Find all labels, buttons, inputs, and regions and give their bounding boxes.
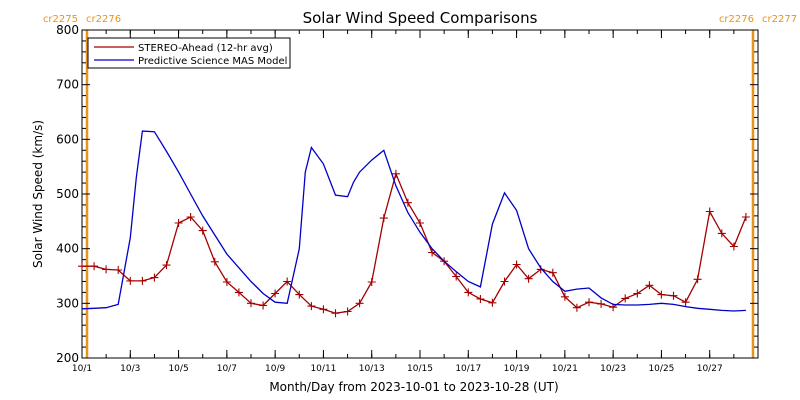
x-tick-label: 10/17 [455,364,481,374]
series-layer [78,130,750,318]
x-tick-label: 10/5 [168,364,188,374]
data-point-stereo [657,290,666,299]
data-point-stereo [222,278,231,286]
data-point-stereo [741,213,750,221]
data-point-stereo [452,272,461,281]
y-tick-label: 200 [56,351,79,365]
data-point-stereo [681,298,690,307]
plot-frame [81,29,759,359]
data-point-stereo [367,278,376,286]
data-point-stereo [524,274,533,283]
data-point-stereo [331,309,340,318]
y-axis: 200 300 400 500 600 700 800 [56,23,758,365]
carrington-rotation-markers [85,30,755,358]
carrington-label: cr2277 [762,14,797,25]
data-point-stereo [114,266,123,274]
data-point-stereo [102,265,111,274]
data-point-stereo [198,226,207,235]
data-point-stereo [174,219,183,227]
data-point-stereo [210,257,219,266]
data-point-stereo [319,305,328,314]
data-point-stereo [476,295,485,303]
x-axis-label: Month/Day from 2023-10-01 to 2023-10-28 … [269,380,558,394]
carrington-rotation-labels: cr2275 cr2276 cr2276 cr2277 [43,14,797,25]
y-tick-label: 600 [56,132,79,146]
data-point-stereo [403,198,412,207]
data-point-stereo [428,248,437,257]
y-tick-label: 300 [56,296,79,310]
data-point-stereo [126,276,135,285]
data-point-stereo [585,298,593,307]
data-point-stereo [259,301,268,310]
data-point-stereo [343,307,352,316]
data-point-stereo [307,302,316,311]
x-tick-label: 10/27 [697,364,723,374]
carrington-label: cr2275 [43,14,78,25]
data-point-stereo [162,261,171,270]
data-point-stereo [669,291,678,300]
y-axis-label: Solar Wind Speed (km/s) [31,120,45,268]
x-tick-label: 10/11 [310,364,336,374]
x-tick-label: 10/25 [648,364,674,374]
data-point-stereo [693,275,702,284]
y-tick-label: 700 [56,78,79,92]
x-tick-label: 10/3 [120,364,140,374]
carrington-label: cr2276 [719,14,754,25]
data-point-stereo [548,268,557,277]
data-point-stereo [729,242,738,251]
data-point-stereo [705,207,714,216]
data-point-stereo [717,229,726,238]
data-point-stereo [488,298,497,307]
data-point-stereo [186,213,195,221]
data-point-stereo [512,260,521,269]
data-point-stereo [500,277,509,286]
data-point-stereo [416,219,424,227]
x-tick-label: 10/13 [359,364,385,374]
x-tick-label: 10/15 [407,364,433,374]
data-point-stereo [464,288,473,297]
data-point-stereo [645,281,654,290]
data-point-stereo [78,262,86,271]
data-point-stereo [633,289,642,298]
x-axis: 10/1 10/3 10/5 10/7 10/9 10/11 10/13 10/15 10/17… [72,30,735,374]
data-point-stereo [271,289,280,298]
data-point-stereo [295,290,304,299]
x-tick-label: 10/7 [217,364,237,374]
legend-label-mas-model: Predictive Science MAS Model [138,56,287,67]
y-tick-label: 800 [56,23,79,37]
data-point-stereo [391,169,400,178]
series-line-mas-model [81,130,746,312]
legend-box [87,37,291,69]
chart-title: Solar Wind Speed Comparisons [303,9,538,27]
data-point-stereo [355,299,364,308]
data-point-stereo [247,299,255,308]
x-tick-label: 10/9 [265,364,285,374]
data-point-stereo [90,262,99,271]
x-tick-label: 10/21 [552,364,578,374]
legend: STEREO-Ahead (12-hr avg) Predictive Scie… [87,37,291,69]
legend-label-stereo: STEREO-Ahead (12-hr avg) [138,43,273,54]
data-point-stereo [597,299,606,308]
data-point-stereo [379,214,388,223]
y-tick-label: 500 [56,187,79,201]
data-point-stereo [283,277,292,286]
x-tick-label: 10/1 [72,364,92,374]
carrington-label: cr2276 [86,14,121,25]
x-tick-label: 10/23 [600,364,626,374]
y-tick-label: 400 [56,242,79,256]
data-point-stereo [621,294,630,303]
data-point-stereo [572,303,581,312]
data-point-stereo [138,276,147,285]
data-point-stereo [560,292,569,301]
data-point-stereo [150,273,159,282]
series-line-stereo [82,171,747,314]
x-tick-label: 10/19 [504,364,530,374]
data-point-stereo [234,288,243,297]
